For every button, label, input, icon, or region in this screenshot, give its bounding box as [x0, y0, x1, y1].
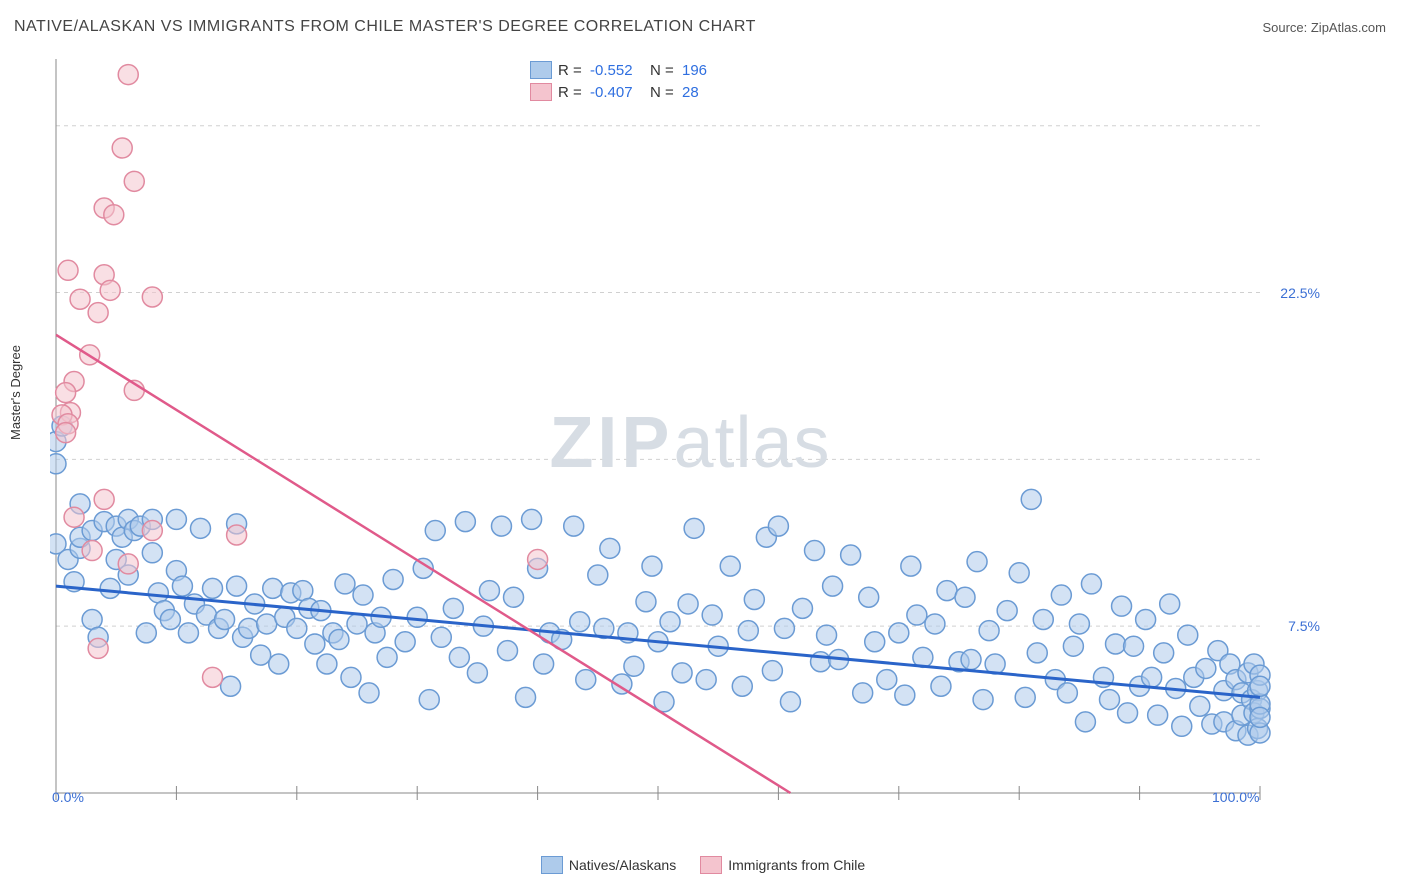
- correlation-legend: R =-0.552N =196 R =-0.407N =28: [530, 61, 722, 101]
- source-attribution: Source: ZipAtlas.com: [1262, 20, 1386, 35]
- corr-swatch: [530, 61, 552, 79]
- chart-container: NATIVE/ALASKAN VS IMMIGRANTS FROM CHILE …: [0, 0, 1406, 892]
- corr-r-label: R =: [558, 84, 586, 101]
- corr-n-value: 28: [682, 84, 722, 101]
- corr-swatch: [530, 83, 552, 101]
- plot-area: ZIPatlas R =-0.552N =196R =-0.407N =28 7…: [50, 55, 1330, 825]
- corr-n-label: N =: [650, 84, 678, 101]
- legend-item-natives: Natives/Alaskans: [541, 856, 676, 874]
- chart-title: NATIVE/ALASKAN VS IMMIGRANTS FROM CHILE …: [14, 18, 756, 36]
- source-link[interactable]: ZipAtlas.com: [1311, 20, 1386, 35]
- corr-r-value: -0.407: [590, 84, 646, 101]
- corr-r-label: R =: [558, 62, 586, 79]
- x-axis-tick-max: 100.0%: [1212, 789, 1259, 805]
- source-prefix: Source:: [1262, 20, 1310, 35]
- legend-label-natives: Natives/Alaskans: [569, 857, 676, 873]
- legend-swatch-chile: [700, 856, 722, 874]
- y-tick-label: 7.5%: [1288, 618, 1320, 634]
- chart-svg: [50, 55, 1330, 825]
- legend-swatch-natives: [541, 856, 563, 874]
- legend-label-chile: Immigrants from Chile: [728, 857, 865, 873]
- y-tick-label: 22.5%: [1280, 285, 1320, 301]
- series-legend: Natives/Alaskans Immigrants from Chile: [0, 856, 1406, 874]
- corr-n-value: 196: [682, 62, 722, 79]
- x-axis-tick-min: 0.0%: [52, 789, 84, 805]
- legend-item-chile: Immigrants from Chile: [700, 856, 865, 874]
- corr-n-label: N =: [650, 62, 678, 79]
- corr-r-value: -0.552: [590, 62, 646, 79]
- y-axis-label: Master's Degree: [8, 345, 23, 440]
